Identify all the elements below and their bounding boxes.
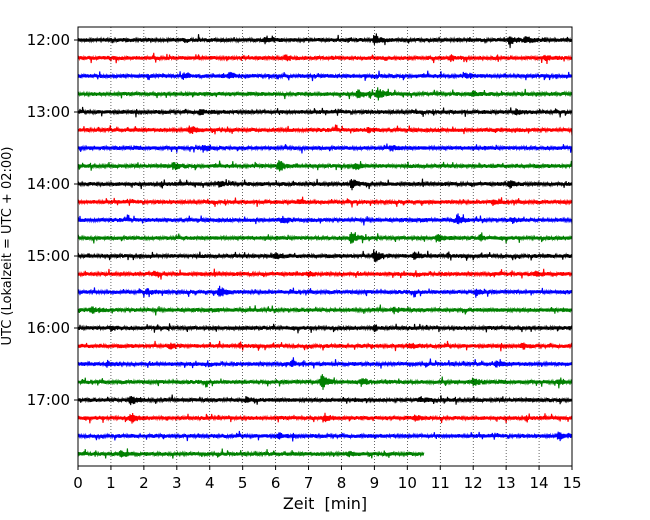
y-tick-label: 15:00 [27, 247, 70, 265]
trace-1515 [77, 268, 573, 280]
trace-1300 [77, 106, 573, 118]
trace-1530 [77, 285, 573, 298]
trace-1745 [77, 448, 425, 459]
y-tick-label: 14:00 [27, 175, 70, 193]
trace-1715 [77, 412, 573, 424]
trace-1230 [77, 70, 573, 82]
x-tick-label: 7 [304, 474, 314, 492]
y-tick-label: 16:00 [27, 319, 70, 337]
x-tick-label: 1 [106, 474, 116, 492]
x-tick-label: 12 [464, 474, 483, 492]
plot-frame [77, 26, 573, 467]
x-axis-label: Zeit [min] [283, 494, 367, 513]
trace-1500 [77, 249, 573, 263]
x-tick-label: 14 [530, 474, 549, 492]
y-tick-label: 17:00 [27, 391, 70, 409]
trace-1430 [77, 213, 573, 226]
x-tick-label: 10 [398, 474, 417, 492]
x-tick-label: 0 [73, 474, 83, 492]
y-axis-label: UTC (Lokalzeit = UTC + 02:00) [0, 147, 15, 346]
x-tick-label: 8 [337, 474, 347, 492]
x-tick-label: 6 [271, 474, 281, 492]
x-tick-label: 9 [370, 474, 380, 492]
trace-1630 [77, 357, 573, 369]
x-tick-label: 3 [172, 474, 182, 492]
trace-1445 [77, 232, 573, 244]
x-tick-label: 15 [562, 474, 581, 492]
trace-1345 [77, 160, 573, 172]
trace-1200 [77, 33, 573, 49]
trace-group [77, 33, 573, 459]
y-tick-label: 12:00 [27, 31, 70, 49]
x-tick-label: 4 [205, 474, 215, 492]
vertical-grid [110, 27, 540, 466]
trace-1330 [77, 143, 573, 154]
x-tick-label: 13 [497, 474, 516, 492]
trace-1215 [77, 52, 573, 64]
trace-1730 [77, 430, 573, 442]
x-tick-label: 5 [238, 474, 248, 492]
trace-1400 [77, 178, 573, 191]
x-tick-label: 2 [139, 474, 149, 492]
trace-1545 [77, 304, 573, 316]
y-tick-label: 13:00 [27, 103, 70, 121]
trace-1700 [77, 394, 573, 406]
x-tick-label: 11 [431, 474, 450, 492]
trace-1615 [77, 340, 573, 352]
y-axis: 12:00 13:00 14:00 15:00 16:00 17:00 [27, 31, 78, 409]
x-axis: 0 1 2 3 4 5 6 7 8 9 10 11 12 13 14 15 [73, 466, 582, 492]
trace-1315 [77, 124, 573, 136]
trace-1645 [77, 374, 573, 390]
trace-1415 [77, 196, 573, 208]
trace-1245 [77, 87, 573, 101]
trace-1600 [77, 323, 573, 334]
